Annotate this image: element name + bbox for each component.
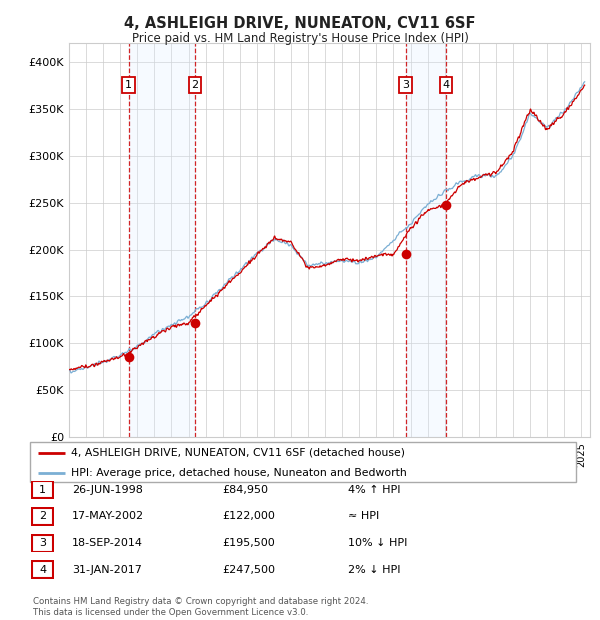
Text: 26-JUN-1998: 26-JUN-1998 bbox=[72, 485, 143, 495]
Text: 31-JAN-2017: 31-JAN-2017 bbox=[72, 565, 142, 575]
Text: 4, ASHLEIGH DRIVE, NUNEATON, CV11 6SF: 4, ASHLEIGH DRIVE, NUNEATON, CV11 6SF bbox=[124, 16, 476, 30]
Text: Price paid vs. HM Land Registry's House Price Index (HPI): Price paid vs. HM Land Registry's House … bbox=[131, 32, 469, 45]
FancyBboxPatch shape bbox=[32, 508, 53, 525]
Text: 3: 3 bbox=[402, 80, 409, 90]
FancyBboxPatch shape bbox=[32, 534, 53, 552]
FancyBboxPatch shape bbox=[30, 442, 576, 482]
FancyBboxPatch shape bbox=[32, 481, 53, 498]
Text: 4% ↑ HPI: 4% ↑ HPI bbox=[348, 485, 401, 495]
Text: 2: 2 bbox=[39, 512, 46, 521]
Text: 18-SEP-2014: 18-SEP-2014 bbox=[72, 538, 143, 548]
Text: ≈ HPI: ≈ HPI bbox=[348, 512, 379, 521]
Text: 2: 2 bbox=[191, 80, 199, 90]
Text: HPI: Average price, detached house, Nuneaton and Bedworth: HPI: Average price, detached house, Nune… bbox=[71, 467, 407, 477]
Text: 4: 4 bbox=[442, 80, 449, 90]
Text: £84,950: £84,950 bbox=[222, 485, 268, 495]
Bar bbox=[128, 43, 195, 437]
Text: 4, ASHLEIGH DRIVE, NUNEATON, CV11 6SF (detached house): 4, ASHLEIGH DRIVE, NUNEATON, CV11 6SF (d… bbox=[71, 448, 405, 458]
Text: £195,500: £195,500 bbox=[222, 538, 275, 548]
Text: 3: 3 bbox=[39, 538, 46, 548]
FancyBboxPatch shape bbox=[32, 561, 53, 578]
Text: 4: 4 bbox=[39, 565, 46, 575]
Text: £247,500: £247,500 bbox=[222, 565, 275, 575]
Text: Contains HM Land Registry data © Crown copyright and database right 2024.
This d: Contains HM Land Registry data © Crown c… bbox=[33, 598, 368, 617]
Text: 1: 1 bbox=[39, 485, 46, 495]
Text: 17-MAY-2002: 17-MAY-2002 bbox=[72, 512, 144, 521]
Text: £122,000: £122,000 bbox=[222, 512, 275, 521]
Text: 10% ↓ HPI: 10% ↓ HPI bbox=[348, 538, 407, 548]
Text: 2% ↓ HPI: 2% ↓ HPI bbox=[348, 565, 401, 575]
Text: 1: 1 bbox=[125, 80, 132, 90]
Bar bbox=[406, 43, 446, 437]
